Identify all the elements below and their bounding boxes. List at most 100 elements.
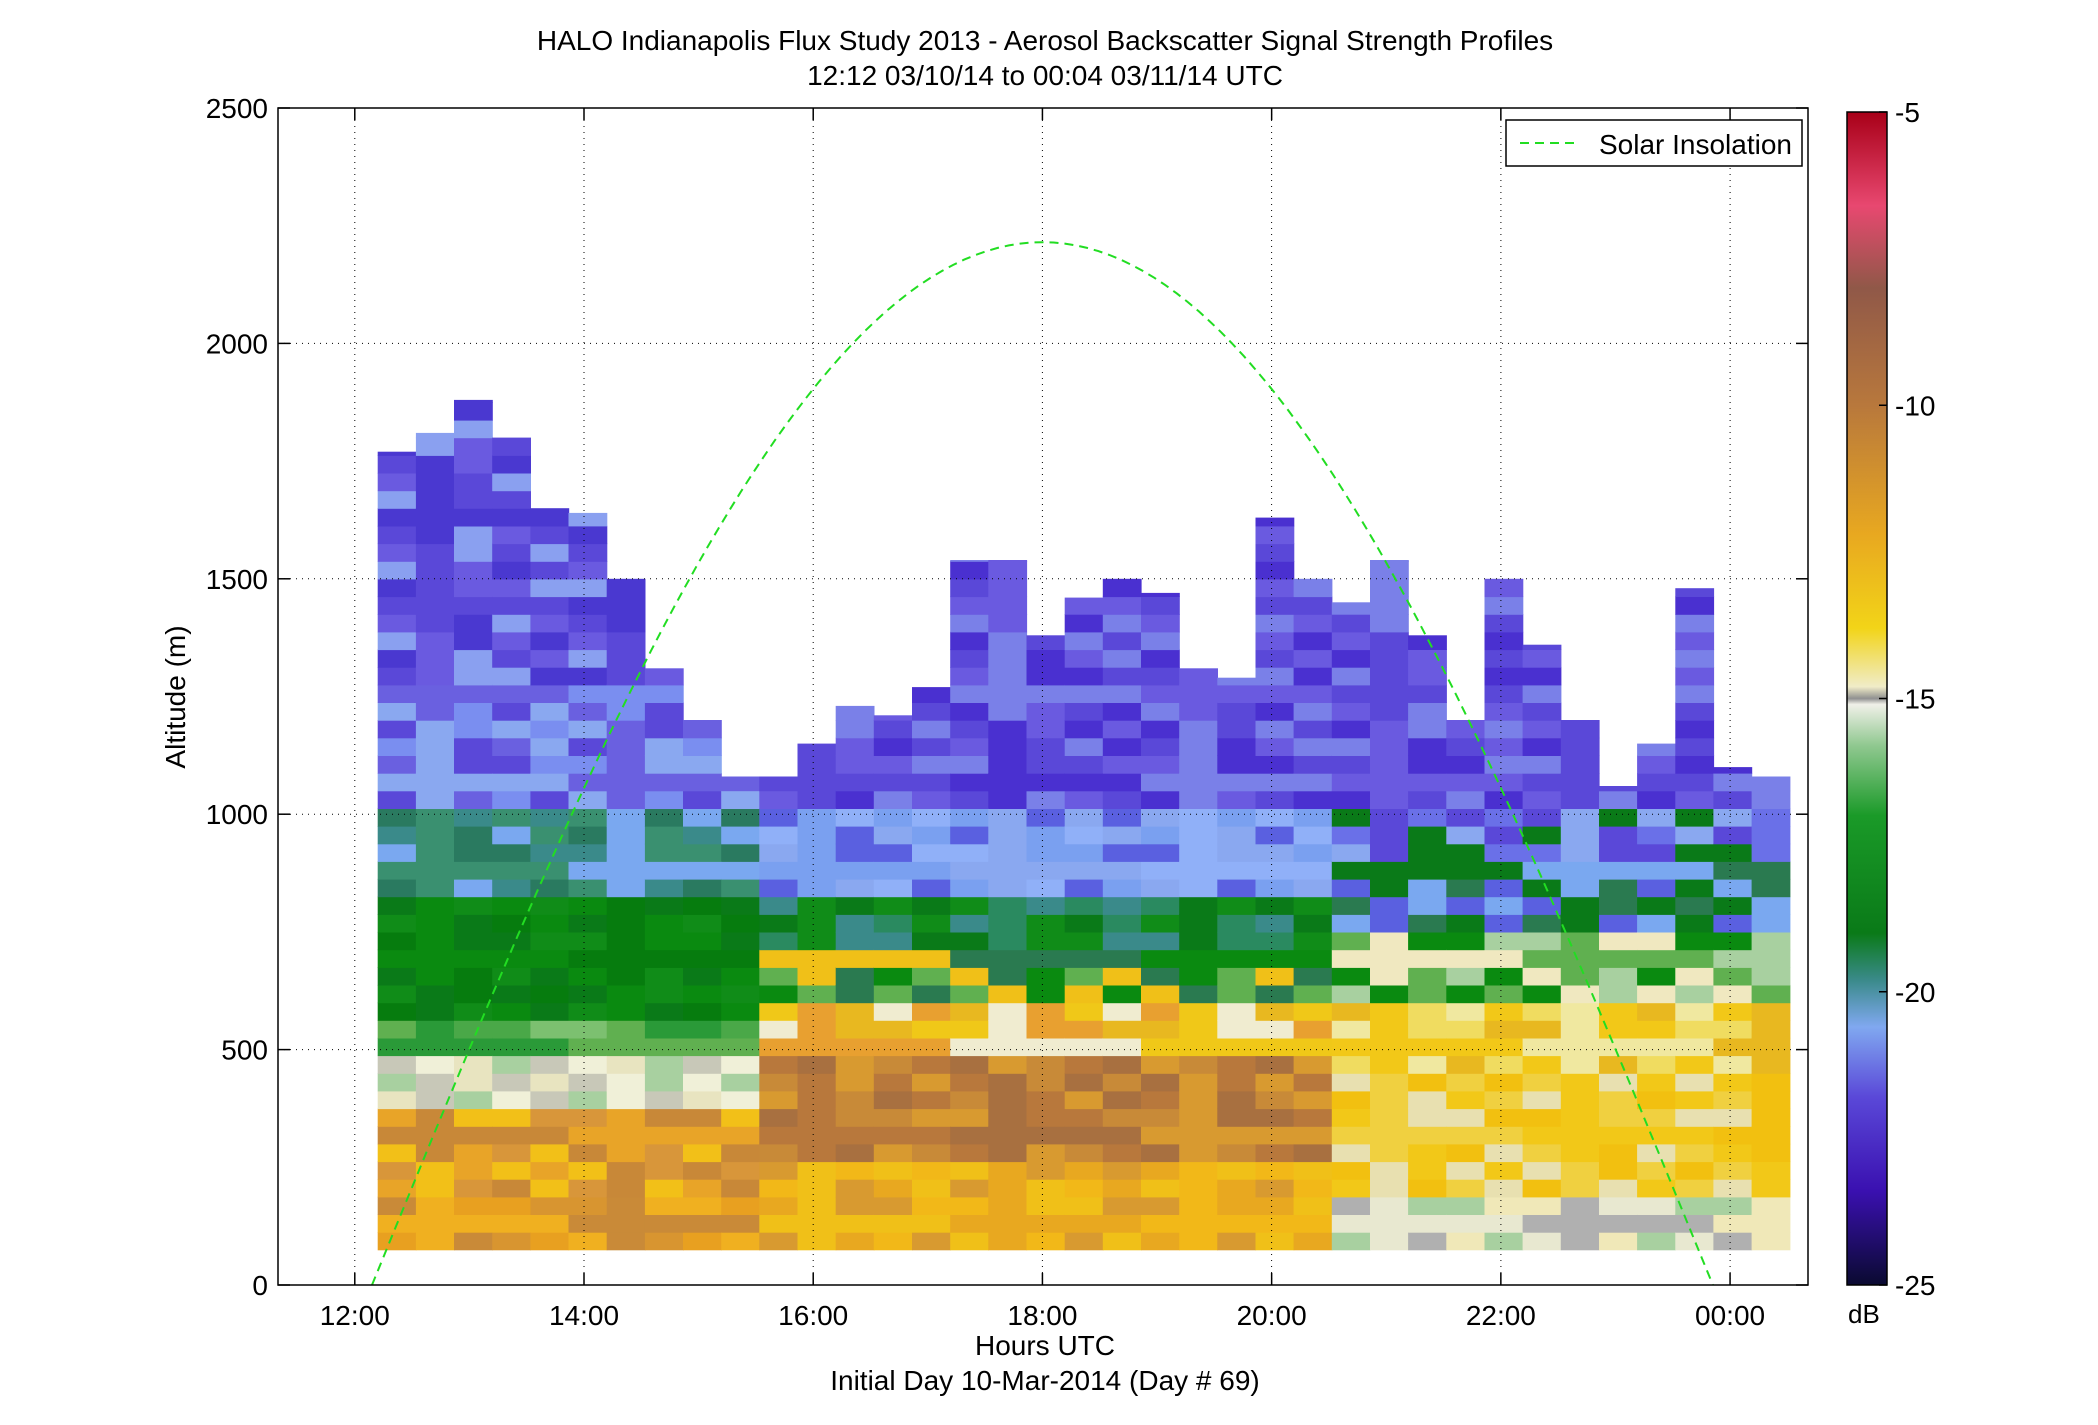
heatmap-cell bbox=[1675, 1108, 1715, 1127]
heatmap-cell bbox=[530, 1002, 570, 1021]
heatmap-cell bbox=[1408, 1037, 1447, 1057]
heatmap-cell bbox=[1179, 967, 1218, 986]
heatmap-cell bbox=[1217, 914, 1257, 933]
heatmap-cell bbox=[606, 914, 646, 933]
heatmap-cell bbox=[1675, 755, 1715, 774]
heatmap-cell bbox=[1179, 984, 1218, 1004]
heatmap-cell bbox=[1370, 878, 1409, 898]
heatmap-cell bbox=[492, 684, 531, 703]
heatmap-cell bbox=[721, 1055, 760, 1074]
heatmap-cell bbox=[759, 776, 799, 792]
chart-title: HALO Indianapolis Flux Study 2013 - Aero… bbox=[537, 25, 1553, 56]
heatmap-cell bbox=[1331, 861, 1371, 880]
heatmap-cell bbox=[606, 1143, 646, 1163]
heatmap-cell bbox=[1446, 808, 1486, 827]
heatmap-cell bbox=[1141, 790, 1180, 809]
heatmap-cell bbox=[1064, 1055, 1104, 1074]
heatmap-cell bbox=[492, 649, 531, 668]
y-tick-label: 1500 bbox=[206, 564, 268, 595]
heatmap-cell bbox=[530, 1214, 570, 1233]
heatmap-cell bbox=[1293, 649, 1333, 668]
heatmap-cell bbox=[1179, 755, 1218, 774]
heatmap-cell bbox=[1675, 808, 1715, 827]
heatmap-cell bbox=[1446, 1108, 1486, 1127]
heatmap-cell bbox=[950, 861, 989, 880]
heatmap-cell bbox=[1560, 896, 1600, 915]
heatmap-cell bbox=[683, 984, 722, 1004]
y-axis-label: Altitude (m) bbox=[160, 625, 191, 768]
heatmap-cell bbox=[912, 826, 951, 845]
heatmap-cell bbox=[1751, 1161, 1791, 1180]
heatmap-cell bbox=[454, 931, 493, 951]
heatmap-cell bbox=[1293, 667, 1333, 686]
heatmap-cell bbox=[683, 1179, 722, 1198]
heatmap-cell bbox=[1331, 790, 1371, 809]
heatmap-cell bbox=[1484, 808, 1524, 827]
heatmap-cell bbox=[606, 826, 646, 845]
heatmap-cell bbox=[1484, 649, 1524, 668]
heatmap-cell bbox=[1560, 1037, 1600, 1057]
heatmap-cell bbox=[1179, 931, 1218, 951]
heatmap-cell bbox=[1637, 773, 1676, 792]
heatmap-cell bbox=[1522, 649, 1562, 668]
heatmap-cell bbox=[797, 826, 837, 845]
heatmap-cell bbox=[835, 705, 875, 721]
heatmap-cell bbox=[415, 614, 455, 633]
heatmap-cell bbox=[568, 631, 608, 651]
heatmap-cell bbox=[721, 1179, 760, 1198]
grid-lines bbox=[278, 107, 1808, 1286]
heatmap-cell bbox=[568, 1126, 608, 1145]
heatmap-cell bbox=[1446, 878, 1486, 898]
heatmap-cell bbox=[1064, 1161, 1104, 1180]
heatmap-cell bbox=[568, 1196, 608, 1215]
heatmap-cell bbox=[1370, 931, 1409, 951]
x-axis-sublabel: Initial Day 10-Mar-2014 (Day # 69) bbox=[830, 1365, 1260, 1396]
heatmap-cell bbox=[1522, 1108, 1562, 1127]
heatmap-cell bbox=[759, 1090, 799, 1110]
heatmap-cell bbox=[1293, 1196, 1333, 1215]
heatmap-cell bbox=[1446, 1055, 1486, 1074]
heatmap-cell bbox=[1484, 631, 1524, 651]
heatmap-cell bbox=[1293, 1002, 1333, 1021]
heatmap-cell bbox=[1255, 631, 1295, 651]
heatmap-cell bbox=[1599, 1037, 1638, 1057]
heatmap-cell bbox=[1484, 684, 1524, 703]
heatmap-cell bbox=[683, 1002, 722, 1021]
heatmap-cell bbox=[1026, 1020, 1066, 1039]
heatmap-cell bbox=[415, 1073, 455, 1092]
heatmap-cell bbox=[873, 1214, 913, 1233]
heatmap-cell bbox=[606, 1073, 646, 1092]
heatmap-cell bbox=[377, 1090, 417, 1110]
heatmap-cell bbox=[1522, 1073, 1562, 1092]
heatmap-cell bbox=[1179, 684, 1218, 703]
heatmap-cell bbox=[606, 1020, 646, 1039]
heatmap-cell bbox=[1331, 1161, 1371, 1180]
heatmap-cell bbox=[568, 525, 608, 545]
heatmap-cell bbox=[1102, 1108, 1142, 1127]
heatmap-cell bbox=[454, 596, 493, 615]
heatmap-cell bbox=[1484, 896, 1524, 915]
heatmap-cell bbox=[835, 1090, 875, 1110]
heatmap-cell bbox=[797, 984, 837, 1004]
heatmap-cell bbox=[1255, 578, 1295, 598]
heatmap-cell bbox=[1370, 1073, 1409, 1092]
heatmap-cell bbox=[1179, 790, 1218, 809]
heatmap-cell bbox=[950, 914, 989, 933]
heatmap-cell bbox=[1331, 1214, 1371, 1233]
heatmap-cell bbox=[1560, 861, 1600, 880]
heatmap-cell bbox=[454, 667, 493, 686]
heatmap-cell bbox=[1331, 614, 1371, 633]
heatmap-cell bbox=[988, 967, 1028, 986]
heatmap-cell bbox=[683, 1143, 722, 1163]
heatmap-cell bbox=[1255, 614, 1295, 633]
heatmap-cell bbox=[530, 1090, 570, 1110]
heatmap-cell bbox=[415, 561, 455, 580]
axis-ticks: 12:00 14:00 16:00 18:00 20:00 22:00 00:00 0 500 1… bbox=[206, 93, 1808, 1331]
heatmap-cell bbox=[1522, 967, 1562, 986]
heatmap-cell bbox=[1331, 1126, 1371, 1145]
heatmap-cell bbox=[1102, 843, 1142, 862]
heatmap-cell bbox=[377, 472, 417, 492]
heatmap-cell bbox=[1179, 1020, 1218, 1039]
heatmap-cell bbox=[1560, 1232, 1600, 1251]
heatmap-cell bbox=[950, 896, 989, 915]
